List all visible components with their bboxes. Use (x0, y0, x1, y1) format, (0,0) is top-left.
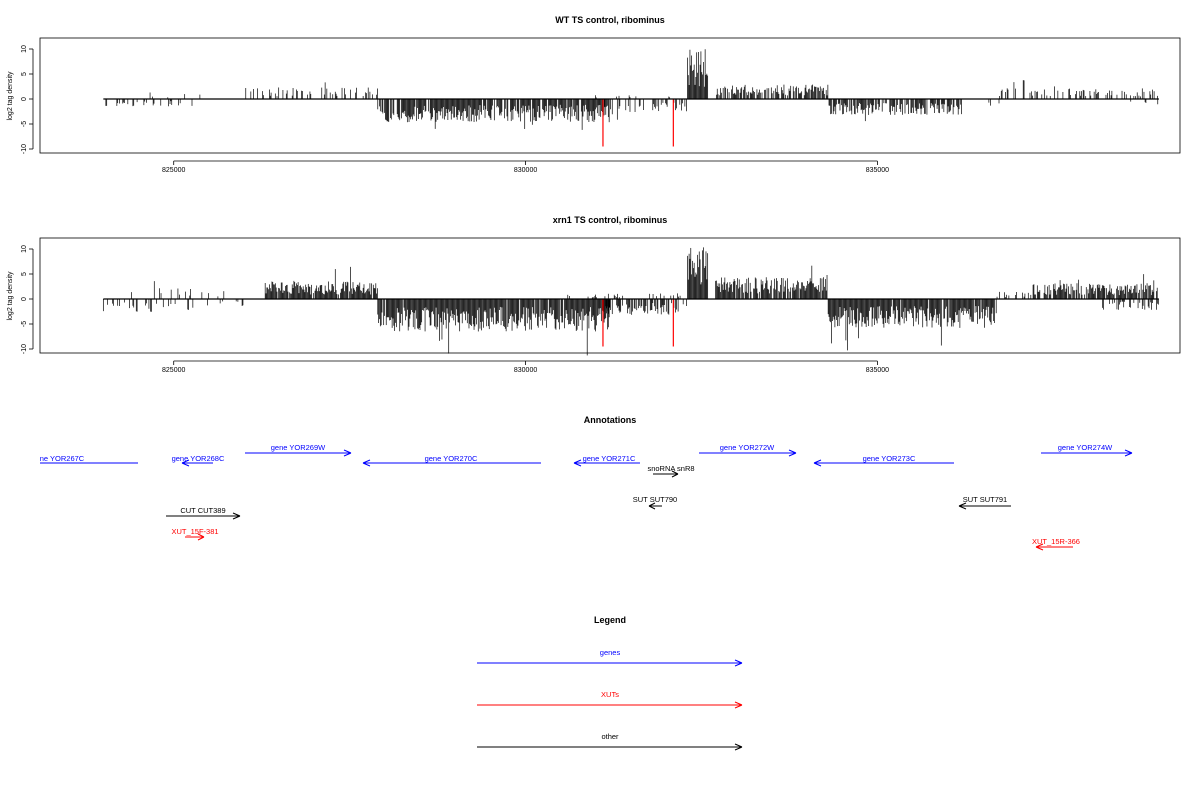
x-tick-label: 825000 (162, 367, 185, 374)
annotation-yor270c: gene YOR270C (362, 454, 541, 467)
annotation-yor273c: gene YOR273C (813, 454, 954, 467)
annotation-xut-15r-366: XUT_15R-366 (1032, 537, 1080, 551)
arrowhead-right (1124, 449, 1133, 457)
y-tick-label: 0 (21, 297, 28, 301)
arrowhead-right (232, 512, 241, 520)
bars-xrn1 (102, 247, 1159, 356)
y-axis-label-xrn1: log2 tag density (7, 271, 14, 321)
x-tick-label: 835000 (866, 167, 889, 174)
legend-label: other (601, 732, 619, 741)
y-axis-xrn1: 10 5 0 -5 -10 (21, 245, 34, 354)
x-axis-wt: 825000 830000 835000 (162, 160, 889, 174)
x-axis-xrn1: 825000 830000 835000 (162, 360, 889, 374)
legend-item-xuts: XUTs (477, 690, 743, 709)
annotation-yor274w: gene YOR274W (1041, 443, 1133, 457)
arrowhead-right (734, 659, 743, 667)
feature-label: XUT_15F-381 (171, 527, 218, 536)
red-marks-wt (602, 99, 674, 147)
panel-wt: WT TS control, ribominus 10 5 0 -5 -10 82500… (7, 15, 1181, 174)
y-tick-label: 10 (21, 245, 28, 253)
plot-frame-wt (39, 37, 1181, 154)
arrowhead-left (573, 459, 582, 467)
annotations-panel: Annotations ne YOR267C gene YOR268C gene… (40, 415, 1133, 551)
feature-label: gene YOR270C (425, 454, 478, 463)
arrowhead-left (648, 502, 656, 510)
arrowhead-right (734, 743, 743, 751)
feature-label: snoRNA snR8 (647, 464, 694, 473)
feature-label: SUT SUT791 (963, 495, 1007, 504)
y-tick-label: -5 (21, 121, 28, 127)
y-tick-label: 0 (21, 97, 28, 101)
x-tick-label: 825000 (162, 167, 185, 174)
arrowhead-right (197, 533, 205, 541)
feature-label: SUT SUT790 (633, 495, 677, 504)
annotation-yor268c: gene YOR268C (172, 454, 225, 467)
arrowhead-right (343, 449, 352, 457)
arrowhead-left (1035, 543, 1044, 551)
bars-wt (105, 49, 1159, 130)
y-tick-label: 10 (21, 45, 28, 53)
legend-title: Legend (594, 615, 626, 625)
annotation-yor269w: gene YOR269W (245, 443, 352, 457)
y-axis-wt: 10 5 0 -5 -10 (21, 45, 34, 154)
y-tick-label: 5 (21, 72, 28, 76)
feature-label: XUT_15R-366 (1032, 537, 1080, 546)
feature-label: gene YOR274W (1058, 443, 1113, 452)
arrowhead-right (671, 470, 679, 478)
legend: Legend genes XUTs other (477, 615, 743, 751)
feature-label: gene YOR268C (172, 454, 225, 463)
x-tick-label: 830000 (514, 167, 537, 174)
arrowhead-left (958, 502, 967, 510)
annotation-sut791: SUT SUT791 (958, 495, 1011, 510)
x-tick-label: 835000 (866, 367, 889, 374)
arrowhead-left (362, 459, 371, 467)
annotation-sut790: SUT SUT790 (633, 495, 677, 510)
feature-label: ne YOR267C (40, 454, 85, 463)
arrowhead-left (813, 459, 822, 467)
y-axis-label-wt: log2 tag density (7, 71, 14, 121)
annotation-yor267c: ne YOR267C (40, 454, 138, 464)
feature-label: gene YOR271C (583, 454, 636, 463)
red-marks-xrn1 (602, 299, 674, 347)
annotation-cut389: CUT CUT389 (166, 506, 241, 520)
arrowhead-right (788, 449, 797, 457)
feature-label: gene YOR273C (863, 454, 916, 463)
chart-title-wt: WT TS control, ribominus (555, 15, 665, 25)
feature-label: gene YOR269W (271, 443, 326, 452)
legend-item-genes: genes (477, 648, 743, 667)
annotations-title: Annotations (584, 415, 637, 425)
annotation-xut-15f-381: XUT_15F-381 (171, 527, 219, 541)
annotation-yor272w: gene YOR272W (699, 443, 797, 457)
plot-frame-xrn1 (39, 237, 1181, 354)
y-tick-label: -10 (21, 144, 28, 154)
annotation-yor271c: gene YOR271C (573, 454, 640, 467)
legend-label: genes (600, 648, 621, 657)
feature-label: CUT CUT389 (180, 506, 225, 515)
legend-label: XUTs (601, 690, 619, 699)
y-tick-label: -10 (21, 344, 28, 354)
panel-xrn1: xrn1 TS control, ribominus 10 5 0 -5 -10 825… (7, 215, 1181, 374)
y-tick-label: 5 (21, 272, 28, 276)
y-tick-label: -5 (21, 321, 28, 327)
legend-item-other: other (477, 732, 743, 751)
arrowhead-right (734, 701, 743, 709)
annotation-snr8: snoRNA snR8 (647, 464, 695, 478)
arrowhead-left (181, 459, 190, 467)
chart-title-xrn1: xrn1 TS control, ribominus (553, 215, 668, 225)
feature-label: gene YOR272W (720, 443, 775, 452)
x-tick-label: 830000 (514, 367, 537, 374)
